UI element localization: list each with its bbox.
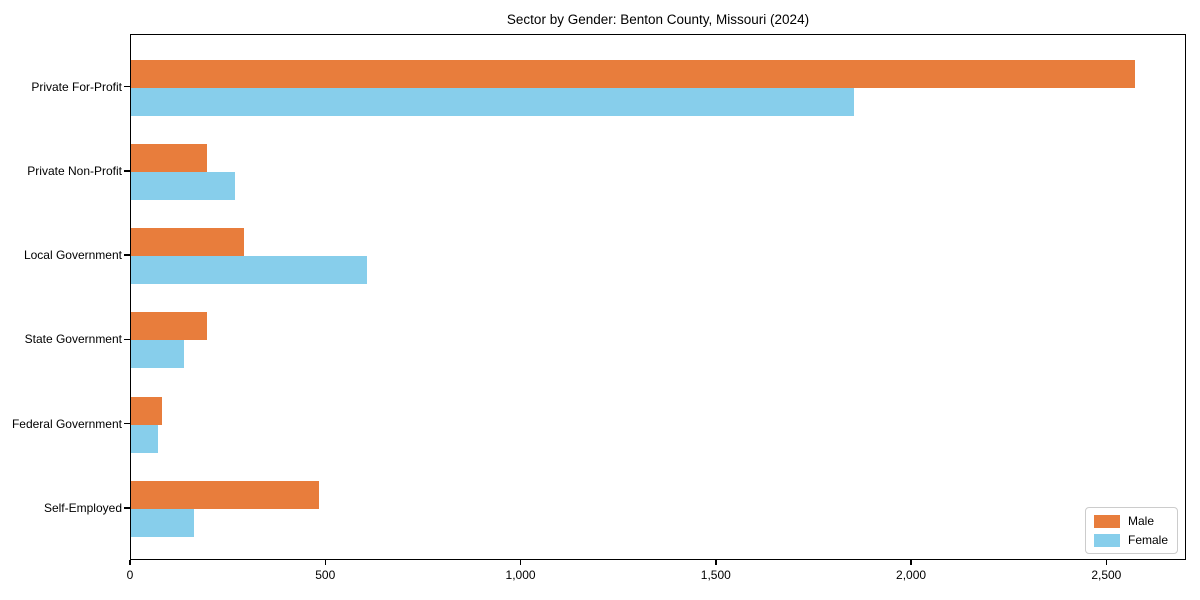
bar-male-self-employed [131, 481, 320, 509]
bar-female-self-employed [131, 509, 195, 537]
y-tick-federal-government [124, 422, 130, 425]
plot-area: Male Female [130, 34, 1186, 560]
legend-label-female: Female [1127, 533, 1168, 547]
bar-male-local-government [131, 228, 245, 257]
bar-male-private-for-profit [131, 59, 1135, 88]
x-tick-label-1000: 1,000 [505, 568, 536, 582]
legend-swatch-female [1093, 533, 1120, 547]
x-tick-1000 [519, 560, 522, 565]
x-tick-label-2000: 2,000 [896, 568, 927, 582]
y-label-federal-government: Federal Government [11, 416, 122, 431]
legend-label-male: Male [1127, 514, 1154, 528]
bar-male-private-non-profit [131, 143, 207, 172]
y-tick-private-for-profit [124, 85, 130, 88]
x-tick-2500 [1105, 560, 1108, 565]
legend-entry-female: Female [1093, 533, 1168, 547]
y-tick-self-employed [124, 507, 130, 509]
y-label-private-for-profit: Private For-Profit [31, 79, 122, 94]
legend-swatch-male [1093, 514, 1120, 528]
y-tick-state-government [124, 338, 130, 341]
y-label-state-government: State Government [24, 332, 122, 347]
legend: Male Female [1084, 507, 1178, 554]
y-tick-local-government [124, 254, 130, 256]
x-tick-label-1500: 1,500 [700, 568, 731, 582]
bar-female-private-for-profit [131, 87, 855, 116]
y-label-private-non-profit: Private Non-Profit [27, 163, 122, 178]
x-tick-2000 [910, 560, 912, 565]
y-label-self-employed: Self-Employed [43, 501, 122, 515]
x-tick-label-0: 0 [126, 568, 134, 582]
x-tick-label-500: 500 [315, 568, 336, 582]
bar-female-private-non-profit [131, 171, 236, 200]
x-tick-1500 [715, 560, 717, 565]
x-tick-500 [324, 560, 327, 565]
y-label-local-government: Local Government [23, 248, 122, 263]
bar-female-local-government [131, 256, 367, 285]
bar-male-state-government [131, 312, 208, 341]
y-tick-private-non-profit [124, 170, 130, 172]
legend-entry-male: Male [1093, 514, 1168, 528]
chart-title: Sector by Gender: Benton County, Missour… [506, 12, 810, 27]
x-tick-label-2500: 2,500 [1091, 568, 1122, 582]
x-tick-0 [129, 560, 131, 565]
bar-female-state-government [131, 340, 184, 369]
bar-male-federal-government [131, 396, 162, 425]
bar-female-federal-government [131, 424, 158, 453]
